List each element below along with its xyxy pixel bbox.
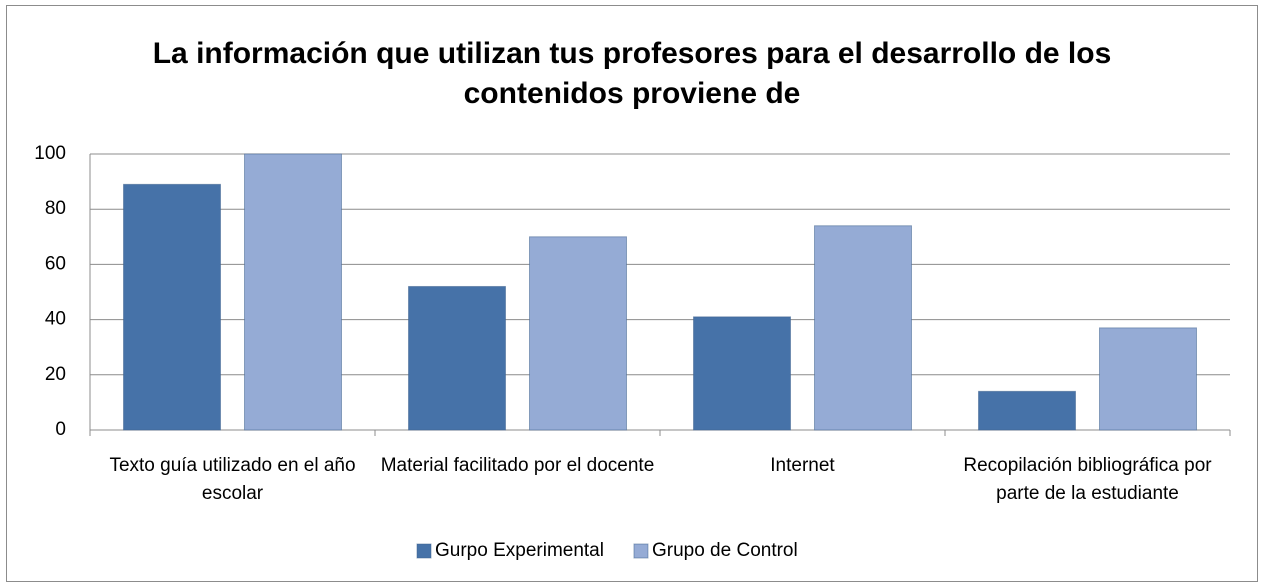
y-tick-label: 20: [45, 364, 66, 385]
bar: [123, 183, 221, 431]
x-tick-label: Recopilación bibliográfica por parte de …: [963, 455, 1212, 504]
legend-label: Grupo de Control: [652, 540, 798, 561]
legend-swatch: [633, 543, 649, 559]
bar: [814, 225, 912, 431]
legend-swatch: [416, 543, 432, 559]
bar: [693, 316, 791, 431]
bar: [408, 285, 506, 431]
bar: [1099, 327, 1197, 431]
legend-label: Gurpo Experimental: [435, 540, 604, 561]
bar: [244, 153, 342, 431]
y-tick-label: 0: [55, 419, 66, 440]
x-tick-label: Texto guía utilizado en el año escolar: [109, 455, 356, 504]
bar: [529, 236, 627, 431]
y-tick-label: 40: [45, 309, 66, 330]
y-tick-label: 60: [45, 253, 66, 274]
bar: [978, 390, 1076, 431]
y-tick-label: 80: [45, 198, 66, 219]
chart-title: La información que utilizan tus profesor…: [152, 37, 1112, 110]
x-tick-label: Internet: [770, 455, 835, 476]
y-tick-label: 100: [34, 143, 66, 164]
x-tick-label: Material facilitado por el docente: [380, 455, 655, 476]
